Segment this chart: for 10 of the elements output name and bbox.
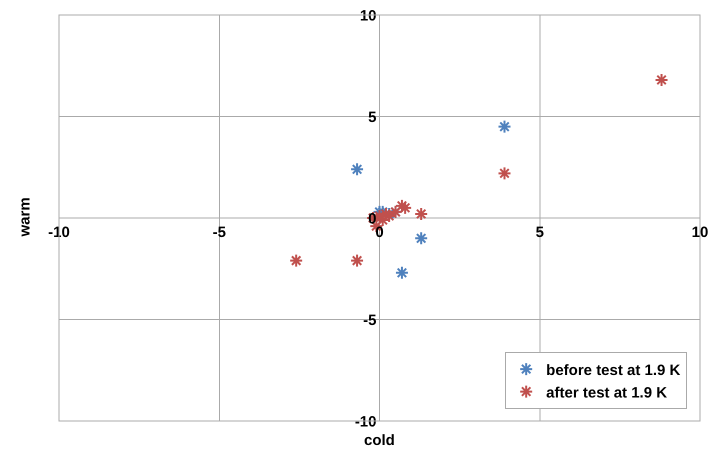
x-axis-title: cold (364, 432, 395, 449)
x-tick-label: -5 (212, 224, 226, 241)
x-tick-label: -10 (48, 224, 70, 241)
y-axis-title: warm (16, 197, 34, 238)
y-tick-label: -5 (363, 312, 376, 329)
y-tick-label: 5 (368, 108, 376, 126)
legend-label: before test at 1.9 K (546, 362, 681, 379)
x-tick-label: 10 (692, 224, 708, 241)
legend-label: after test at 1.9 K (546, 384, 668, 402)
x-tick-label: 5 (536, 224, 544, 241)
